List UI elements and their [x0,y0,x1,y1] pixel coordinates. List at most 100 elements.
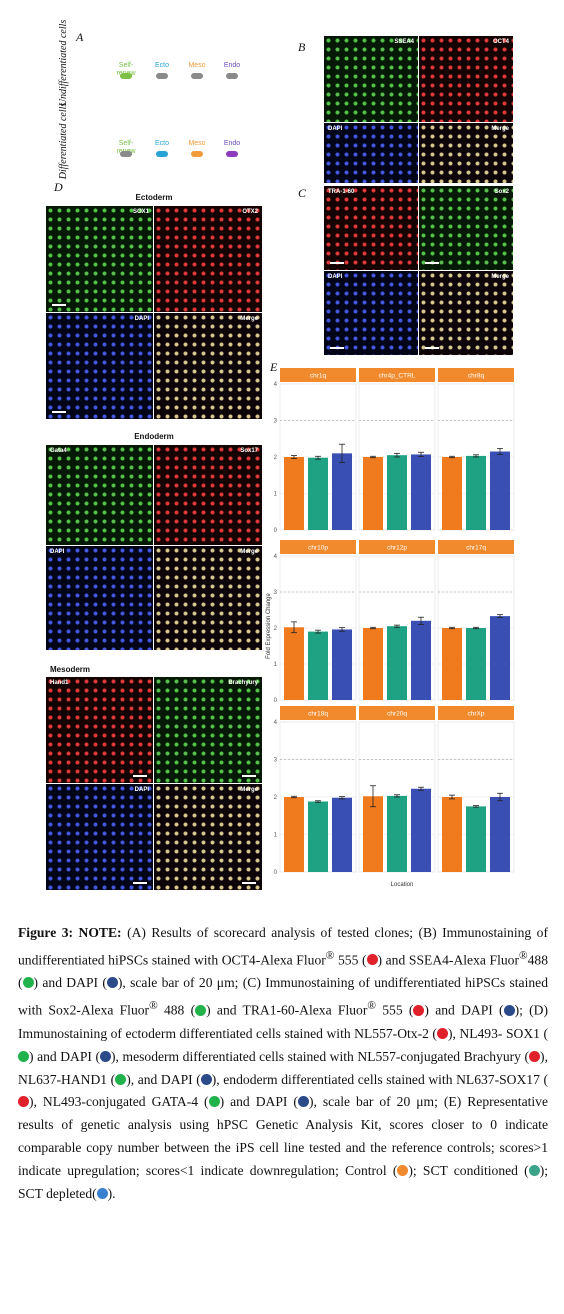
registered-mark: ® [367,1000,376,1013]
caption-text: ), endoderm differentiated cells stained… [211,1071,549,1087]
facet-label: chr4p_CTRL [379,373,416,380]
scale-bar [242,882,256,884]
image-merge-endo: Merge [154,546,262,650]
image-merge-ecto: Merge [154,313,262,419]
scale-bar [133,775,147,777]
scorecard-status-pill [156,73,168,79]
bar [442,457,462,530]
y-tick-label: 2 [274,795,278,801]
caption-text: ), NL493- SOX1 ( [447,1025,548,1041]
image-otx2: OTX2 [154,206,262,312]
bar [363,628,383,700]
caption-text: ). [107,1186,116,1202]
figure-caption: Figure 3: NOTE: (A) Results of scorecard… [18,922,548,1206]
facet-label: chr18q [308,711,328,718]
image-label: Gata4 [50,448,67,454]
image-label: DAPI [134,316,149,322]
image-label: DAPI [328,274,343,280]
caption-text: (A) Results of scorecard analysis of tes… [18,925,548,968]
bar [411,788,431,872]
genetic-analysis-chart: Fold Expression Change Location chr1q 0 1 2 3 4… [262,360,528,892]
facet-strip [359,706,435,720]
image-label: Merge [240,316,258,322]
image-label: Merge [240,549,258,555]
blue-dot-icon [200,1073,212,1085]
red-dot-icon [436,1027,448,1039]
scorecard-item-label: Endo [223,140,241,147]
bar [442,628,462,700]
caption-text: 555 ( [334,952,367,968]
facet-strip [438,368,514,382]
y-tick-label: 2 [274,626,278,632]
facet-strip [280,368,356,382]
caption-text: ), mesoderm differentiated cells stained… [111,1048,530,1064]
bar [308,801,328,872]
facet-label: chrXp [468,711,485,718]
caption-text: ) and SSEA4-Alexa Fluor [377,952,519,968]
image-merge-meso: Merge [154,784,262,890]
bar [466,806,486,872]
bar [284,797,304,872]
bar [387,626,407,700]
y-tick-label: 1 [274,662,278,668]
panel-b-letter: B [298,40,306,54]
blue-dot-icon [106,977,118,989]
y-axis-label: Fold Expression Change [266,592,272,658]
bar [363,796,383,872]
facet-label: chr8q [468,373,485,380]
image-label: Merge [491,274,509,280]
bar [308,631,328,700]
teal-dot-icon [528,1165,540,1177]
facet-strip [280,706,356,720]
image-label: TRA-1-60 [328,189,355,195]
caption-text: ) and DAPI ( [424,1002,504,1018]
scorecard-status-pill [226,73,238,79]
bar [387,795,407,872]
facet-label: chr12p [387,545,407,552]
bar [442,797,462,872]
facet-label: chr17q [466,545,486,552]
bar [411,454,431,530]
facet-strip [280,540,356,554]
facet-label: chr10p [308,545,328,552]
facet-label: chr1q [310,373,327,380]
y-tick-label: 4 [274,382,278,388]
x-axis-label: Location [391,882,414,888]
image-merge-b: Merge [419,123,513,183]
scorecard-status-pill [120,151,132,157]
image-sox2: Sox2 [419,186,513,270]
mesoderm-title: Mesoderm [50,665,91,674]
scale-bar [242,775,256,777]
image-dapi-b: DAPI [324,123,418,183]
caption-text: ), scale bar of 20 μm; (C) Immunostainin… [18,975,548,1018]
panel-c-letter: C [298,186,307,200]
image-label: SOX1 [132,209,149,215]
y-tick-label: 4 [274,720,278,726]
image-label: DAPI [134,787,149,793]
red-dot-icon [18,1096,29,1108]
image-label: DAPI [328,126,343,132]
y-tick-label: 3 [274,590,278,596]
caption-text: ) and DAPI ( [33,975,107,991]
y-tick-label: 0 [274,870,278,876]
caption-text: ) and DAPI ( [219,1094,298,1110]
bar [332,629,352,700]
image-label: DAPI [50,549,65,555]
scorecard-item-label: Meso [188,62,206,69]
facet-strip [438,540,514,554]
panel-a-letter: A [76,30,84,44]
scorecard-row-label: Differentiated cells [58,102,69,180]
image-label: Sox17 [240,448,258,454]
caption-text: ) and TRA1-60-Alexa Fluor [206,1002,368,1018]
scorecard-item-label: Meso [188,140,206,147]
scorecard-item-label: Endo [223,62,241,69]
bar [490,616,510,700]
scale-bar [330,262,344,264]
bar [284,457,304,530]
caption-text: 488 ( [18,952,548,991]
registered-mark: ® [518,949,528,962]
image-label: Merge [240,787,258,793]
panel-e-letter: E [270,360,278,374]
endoderm-title: Endoderm [134,432,174,441]
bar [332,797,352,872]
